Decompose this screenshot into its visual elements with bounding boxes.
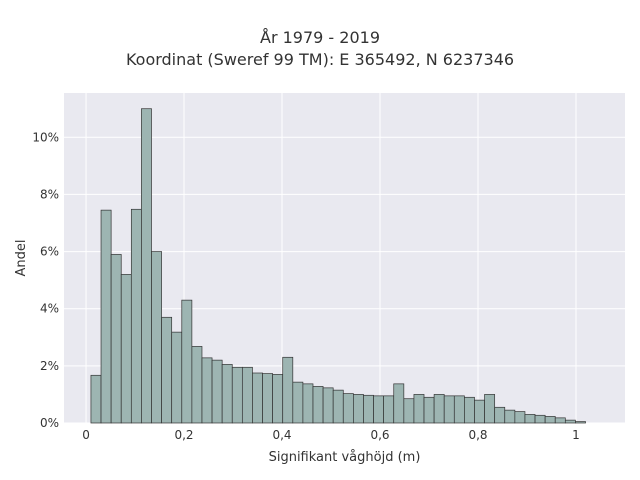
- histogram-bar: [110, 254, 122, 424]
- histogram-bar: [534, 414, 546, 424]
- x-tick-label: 0,8: [468, 428, 487, 442]
- y-axis-label: Andel: [14, 240, 29, 277]
- histogram-bar: [413, 394, 425, 424]
- chart-title: År 1979 - 2019: [260, 28, 380, 47]
- y-tick-label: 6%: [40, 245, 59, 259]
- x-tick-label: 0,2: [174, 428, 193, 442]
- y-tick-label: 10%: [32, 130, 59, 144]
- histogram-bar: [484, 394, 496, 424]
- histogram-bar: [231, 366, 243, 424]
- x-tick-label: 0,6: [370, 428, 389, 442]
- histogram-bar: [544, 416, 556, 424]
- histogram-bar: [262, 373, 273, 424]
- histogram-bar: [100, 209, 112, 424]
- histogram-bar: [201, 357, 213, 424]
- histogram-bar: [322, 387, 334, 424]
- histogram-bar: [221, 364, 233, 424]
- histogram-bar: [171, 331, 183, 424]
- x-axis-label: Signifikant våghöjd (m): [269, 450, 421, 465]
- x-tick-label: 0: [82, 428, 90, 442]
- y-tick-label: 8%: [40, 187, 59, 201]
- histogram-bar: [312, 386, 324, 424]
- y-tick-label: 0%: [40, 416, 59, 430]
- histogram-bar: [464, 396, 475, 424]
- y-tick-label: 2%: [40, 359, 59, 373]
- x-tick-label: 1: [572, 428, 580, 442]
- histogram-bar: [403, 398, 415, 424]
- histogram-bar: [292, 381, 304, 424]
- x-tick-label: 0,4: [272, 428, 291, 442]
- histogram-bar: [373, 395, 384, 424]
- histogram-bar: [393, 383, 405, 424]
- histogram-bar: [241, 366, 253, 424]
- histogram-bar: [433, 394, 445, 424]
- histogram-bar: [191, 346, 203, 424]
- histogram-bar: [554, 417, 566, 424]
- histogram-bar: [181, 299, 193, 424]
- histogram-bar: [575, 421, 586, 424]
- histogram-bar: [383, 395, 395, 424]
- histogram-bar: [141, 108, 152, 424]
- histogram-bar: [90, 374, 102, 424]
- histogram-bar: [524, 414, 536, 424]
- chart-subtitle: Koordinat (Sweref 99 TM): E 365492, N 62…: [125, 50, 515, 69]
- histogram-bar: [353, 394, 364, 424]
- histogram-bar: [120, 274, 132, 424]
- histogram-bar: [211, 359, 223, 424]
- histogram-bar: [363, 394, 374, 424]
- y-tick-label: 4%: [40, 302, 59, 316]
- histogram-bar: [453, 395, 465, 424]
- histogram-bar: [151, 251, 162, 424]
- histogram-bar: [282, 356, 294, 424]
- histogram-bar: [474, 399, 485, 424]
- histogram-bar: [443, 395, 455, 424]
- histogram-bar: [332, 389, 344, 424]
- histogram-bar: [161, 316, 173, 424]
- histogram-bar: [504, 409, 516, 424]
- histogram-bar: [252, 372, 263, 424]
- histogram-bar: [302, 383, 314, 424]
- histogram-bar: [494, 406, 506, 424]
- histogram-bar: [514, 411, 526, 424]
- histogram-bar: [342, 393, 354, 424]
- histogram-bar: [130, 208, 142, 424]
- histogram-bar: [423, 396, 435, 424]
- histogram-bar: [272, 374, 284, 424]
- histogram-bar: [564, 419, 576, 424]
